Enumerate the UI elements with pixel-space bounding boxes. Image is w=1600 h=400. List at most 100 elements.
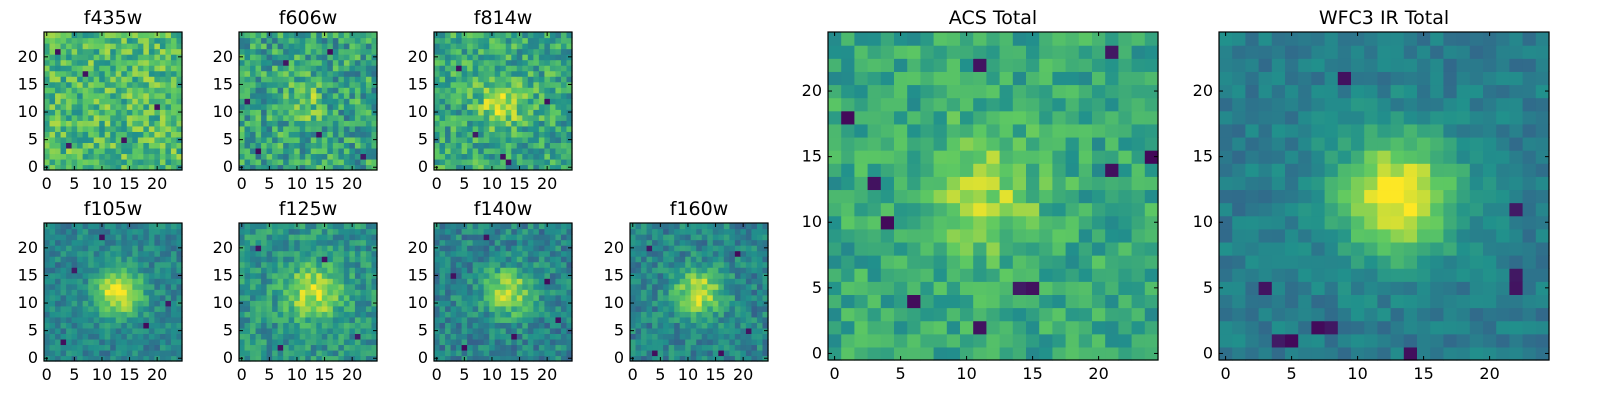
heatmap-cell — [310, 158, 317, 166]
heatmap-cell — [154, 333, 161, 340]
heatmap-cell — [99, 43, 106, 50]
heatmap-cell — [456, 87, 463, 94]
heatmap-cell — [176, 256, 183, 263]
heatmap-cell — [250, 272, 257, 279]
heatmap-cell — [82, 136, 89, 143]
heatmap-cell — [1144, 294, 1159, 309]
heatmap-cell — [244, 164, 251, 171]
heatmap-cell — [555, 327, 562, 334]
heatmap-cell — [999, 176, 1014, 191]
heatmap-cell — [55, 294, 62, 301]
heatmap-cell — [566, 87, 573, 94]
heatmap-cell — [60, 256, 67, 263]
heatmap-cell — [483, 98, 490, 105]
heatmap-cell — [165, 120, 172, 127]
heatmap-cell — [1131, 215, 1146, 230]
heatmap-cell — [99, 261, 106, 268]
heatmap-cell — [635, 278, 642, 285]
heatmap-cell — [321, 92, 328, 99]
heatmap-cell — [343, 153, 350, 160]
heatmap-cell — [483, 70, 490, 77]
heatmap-cell — [696, 300, 703, 307]
heatmap-cell — [143, 256, 150, 263]
heatmap-cell — [933, 189, 948, 204]
heatmap-cell — [867, 163, 882, 177]
heatmap-cell — [137, 54, 144, 61]
heatmap-cell — [338, 223, 345, 230]
heatmap-cell — [110, 267, 117, 274]
heatmap-cell — [723, 239, 730, 246]
heatmap-cell — [332, 228, 339, 235]
heatmap-cell — [511, 76, 518, 83]
heatmap-cell — [461, 59, 468, 66]
heatmap-cell — [544, 256, 551, 263]
heatmap-cell — [828, 255, 842, 269]
heatmap-cell — [756, 349, 764, 357]
heatmap-cell — [338, 278, 345, 285]
heatmap-cell — [986, 268, 1001, 282]
heatmap-cell — [255, 37, 262, 44]
heatmap-cell — [338, 48, 345, 55]
heatmap-cell — [740, 278, 747, 285]
heatmap-cell — [472, 120, 479, 127]
heatmap-cell — [630, 267, 637, 274]
heatmap-cell — [104, 48, 111, 55]
heatmap-cell — [261, 70, 268, 77]
heatmap-cell — [299, 153, 306, 160]
heatmap-cell — [239, 142, 246, 149]
heatmap-cell — [266, 120, 273, 127]
heatmap-cell — [641, 322, 648, 329]
heatmap-cell — [555, 98, 562, 105]
heatmap-cell — [299, 283, 306, 290]
heatmap-cell — [137, 294, 144, 301]
heatmap-cell — [461, 267, 468, 274]
heatmap-cell — [310, 164, 317, 171]
heatmap-cell — [566, 311, 573, 318]
heatmap-cell — [88, 239, 95, 246]
heatmap-cell — [494, 142, 501, 149]
heatmap-cell — [288, 87, 295, 94]
heatmap-cell — [354, 120, 362, 127]
heatmap-cell — [841, 294, 855, 309]
heatmap-cell — [434, 158, 441, 166]
heatmap-cell — [456, 37, 463, 44]
heatmap-cell — [729, 267, 736, 274]
heatmap-cell — [516, 98, 523, 105]
heatmap-cell — [1092, 281, 1106, 295]
heatmap-cell — [148, 142, 155, 149]
heatmap-cell — [170, 327, 178, 334]
heatmap-cell — [321, 43, 328, 50]
heatmap-cell — [494, 311, 501, 318]
heatmap-cell — [170, 76, 178, 83]
heatmap-cell — [49, 142, 56, 149]
heatmap-cell — [522, 103, 529, 110]
heatmap-cell — [544, 228, 551, 235]
heatmap-cell — [456, 59, 463, 66]
heatmap-cell — [143, 32, 150, 39]
heatmap-cell — [472, 234, 479, 241]
heatmap-cell — [55, 267, 62, 274]
heatmap-cell — [294, 81, 301, 88]
heatmap-cell — [745, 278, 753, 285]
heatmap-cell — [500, 327, 507, 334]
heatmap-cell — [255, 283, 262, 290]
heatmap-cell — [544, 158, 551, 166]
heatmap-cell — [445, 125, 452, 132]
heatmap-cell — [1026, 255, 1040, 269]
heatmap-cell — [1052, 176, 1067, 191]
heatmap-cell — [986, 307, 1001, 322]
heatmap-cell — [668, 338, 675, 346]
heatmap-cell — [115, 300, 122, 307]
heatmap-cell — [93, 70, 100, 77]
heatmap-cell — [533, 349, 540, 357]
heatmap-cell — [250, 142, 257, 149]
heatmap-cell — [1078, 268, 1093, 282]
heatmap-cell — [250, 344, 257, 351]
heatmap-cell — [354, 256, 362, 263]
heatmap-cell — [132, 239, 139, 246]
heatmap-cell — [244, 316, 251, 323]
heatmap-cell — [729, 333, 736, 340]
heatmap-cell — [494, 43, 501, 50]
heatmap-cell — [115, 59, 122, 66]
heatmap-cell — [762, 311, 769, 318]
